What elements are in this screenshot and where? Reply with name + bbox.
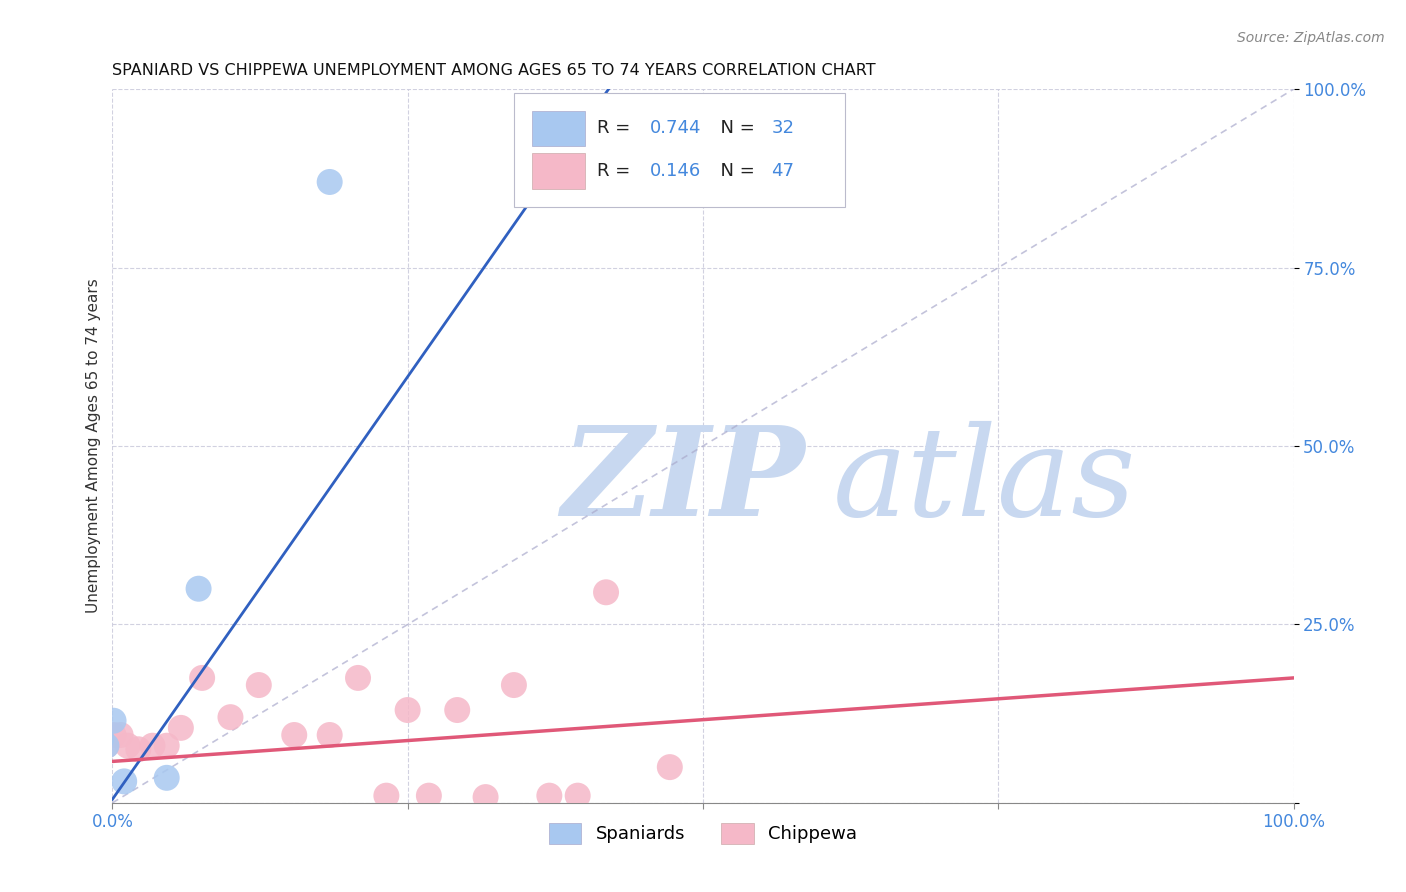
Point (146, 746, 169, 760)
Text: Source: ZipAtlas.com: Source: ZipAtlas.com (1237, 31, 1385, 45)
Text: R =: R = (596, 120, 636, 137)
Point (201, 739, 224, 753)
Point (751, 703, 773, 717)
Point (952, 789, 974, 803)
Point (290, 721, 312, 735)
Point (105, 790, 128, 805)
Text: 0.146: 0.146 (650, 162, 702, 180)
Point (122, 771, 145, 785)
Point (668, 703, 690, 717)
Point (326, 671, 349, 685)
Point (111, 785, 134, 799)
Point (373, 710, 395, 724)
Text: 47: 47 (772, 162, 794, 180)
Point (105, 792, 128, 806)
Point (120, 774, 142, 789)
Point (319, 582, 342, 596)
Point (219, 742, 242, 756)
Legend: Spaniards, Chippewa: Spaniards, Chippewa (541, 815, 865, 851)
Point (135, 753, 157, 767)
Point (179, 714, 201, 728)
FancyBboxPatch shape (515, 93, 845, 207)
Point (157, 731, 180, 746)
Point (149, 746, 172, 760)
FancyBboxPatch shape (531, 153, 585, 189)
FancyBboxPatch shape (531, 111, 585, 146)
Text: N =: N = (709, 162, 761, 180)
Point (107, 764, 129, 778)
Point (131, 771, 153, 785)
Point (122, 785, 145, 799)
Point (125, 778, 148, 792)
Point (166, 739, 188, 753)
Point (114, 781, 136, 796)
Point (904, 789, 927, 803)
Point (112, 789, 135, 803)
Point (117, 778, 139, 792)
Text: SPANIARD VS CHIPPEWA UNEMPLOYMENT AMONG AGES 65 TO 74 YEARS CORRELATION CHART: SPANIARD VS CHIPPEWA UNEMPLOYMENT AMONG … (112, 63, 876, 78)
Point (125, 778, 148, 792)
Point (118, 753, 141, 767)
Text: 0.744: 0.744 (650, 120, 702, 137)
Point (190, 728, 212, 742)
Point (108, 790, 131, 805)
Point (105, 793, 128, 807)
Text: 32: 32 (772, 120, 794, 137)
Point (114, 778, 136, 792)
Point (139, 739, 162, 753)
Point (150, 724, 173, 739)
Text: R =: R = (596, 162, 636, 180)
Point (998, 585, 1021, 599)
Point (120, 756, 142, 771)
Point (127, 767, 149, 781)
Point (845, 678, 868, 692)
Point (112, 785, 135, 799)
Point (105, 790, 128, 805)
Point (108, 767, 131, 781)
Point (420, 678, 443, 692)
Y-axis label: Unemployment Among Ages 65 to 74 years: Unemployment Among Ages 65 to 74 years (86, 278, 101, 614)
Point (267, 771, 290, 785)
Point (120, 781, 142, 796)
Point (166, 739, 188, 753)
Point (195, 774, 218, 789)
Point (538, 728, 561, 742)
Point (118, 780, 141, 794)
Point (115, 783, 138, 797)
Point (1105, 760, 1128, 774)
Point (267, 739, 290, 753)
Point (112, 790, 135, 805)
Point (105, 789, 128, 803)
Point (538, 175, 561, 189)
Point (108, 789, 131, 803)
Point (117, 771, 139, 785)
Point (111, 790, 134, 805)
Point (115, 756, 138, 771)
Point (112, 789, 135, 803)
Point (107, 791, 129, 805)
Point (120, 767, 142, 781)
Point (703, 789, 725, 803)
Point (131, 760, 153, 774)
Point (110, 787, 132, 801)
Point (633, 789, 655, 803)
Point (479, 728, 502, 742)
Point (243, 739, 266, 753)
Point (155, 739, 177, 753)
Point (585, 671, 607, 685)
Text: ZIP: ZIP (561, 421, 806, 542)
Point (179, 728, 201, 742)
Point (799, 790, 821, 805)
Point (136, 739, 159, 753)
Point (142, 746, 165, 760)
Point (110, 787, 132, 801)
Text: atlas: atlas (832, 421, 1136, 542)
Point (127, 767, 149, 781)
Point (135, 753, 157, 767)
Point (104, 794, 127, 808)
Text: N =: N = (709, 120, 761, 137)
